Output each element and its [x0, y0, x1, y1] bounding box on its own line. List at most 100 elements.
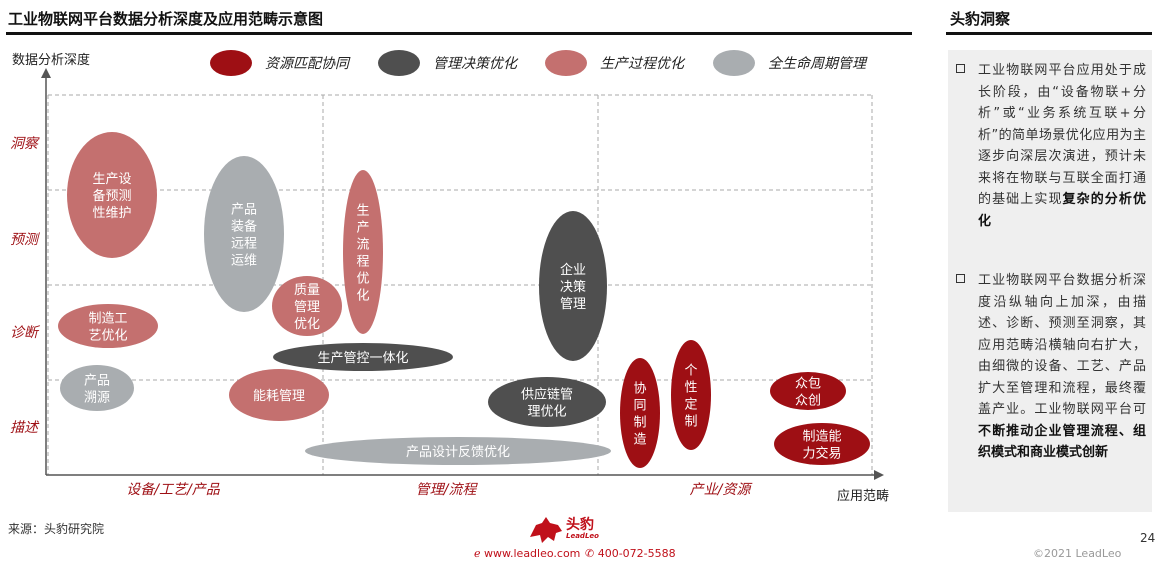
item-label: 生: [356, 204, 369, 219]
item-label: 制造能: [802, 430, 841, 445]
legend-label: 资源匹配协同: [265, 56, 351, 72]
y-axis-label: 数据分析深度: [12, 52, 90, 68]
item-label: 制造工: [88, 312, 127, 327]
checkbox-icon: [956, 274, 965, 283]
item-label: 优: [356, 272, 369, 287]
item-label: 决策: [560, 279, 586, 295]
item-label: 同: [633, 399, 646, 414]
item-bubble: [229, 369, 329, 421]
leopard-logo-icon: [530, 517, 562, 543]
legend-marker: [210, 50, 252, 76]
item-label: 个: [684, 364, 697, 379]
item-bubble: [343, 170, 383, 334]
phone-text: 400-072-5588: [597, 547, 676, 560]
chart-legend: 资源匹配协同 管理决策优化 生产过程优化 全生命周期管理: [210, 50, 868, 76]
phone-icon: ✆: [585, 547, 595, 560]
insight-bullet-1: 工业物联网平台应用处于成长阶段，由“设备物联+分析”或“业务系统互联+分析”的简…: [956, 60, 1146, 232]
side-title-divider: [946, 32, 1152, 35]
chart-item: 生产管控一体化: [273, 343, 453, 371]
item-label: 远程: [231, 237, 257, 252]
item-label: 企业: [560, 262, 586, 278]
item-bubble: [671, 340, 711, 450]
item-label: 制: [684, 415, 697, 430]
item-bubble: [273, 343, 453, 371]
legend-label: 全生命周期管理: [768, 56, 868, 72]
x-axis-label: 应用范畴: [837, 488, 889, 504]
item-bubble: [770, 372, 846, 410]
title-divider: [6, 32, 912, 35]
item-label: 优化: [294, 317, 320, 332]
item-label: 理优化: [527, 405, 566, 420]
item-label: 产: [356, 221, 369, 236]
item-bubble: [60, 365, 134, 411]
item-label: 众创: [795, 394, 821, 409]
item-label: 流: [356, 238, 369, 253]
item-label: 溯源: [84, 390, 110, 406]
item-bubble: [272, 276, 342, 336]
y-tick-label: 描述: [10, 420, 40, 436]
insight-text-1: 工业物联网平台应用处于成长阶段，由“设备物联+分析”或“业务系统互联+分析”的简…: [978, 63, 1146, 207]
legend-label: 生产过程优化: [600, 56, 686, 72]
chart-items: 生产设备预测性维护 产品装备远程运维生产流程优化质量管理优化制造工艺优化产品溯源能…: [58, 132, 870, 468]
side-panel-title: 头豹洞察: [950, 10, 1011, 28]
logo-text: 头豹: [566, 517, 594, 533]
phone-link[interactable]: ✆ 400-072-5588: [585, 547, 676, 560]
item-label: 能耗管理: [253, 389, 305, 404]
item-label: 质量: [294, 283, 320, 298]
item-label: 造: [633, 433, 646, 448]
item-label: 备预测: [92, 188, 131, 204]
item-label: 管理: [560, 297, 586, 312]
chart-grid: [47, 94, 873, 475]
item-label: 性维护: [92, 206, 131, 221]
legend-label: 管理决策优化: [433, 56, 519, 72]
item-label: 供应链管: [521, 387, 573, 403]
y-tick-label: 预测: [10, 232, 40, 248]
x-tick-label: 产业/资源: [690, 482, 754, 498]
globe-icon: ℯ: [474, 547, 481, 560]
item-label: 运维: [231, 254, 257, 269]
item-label: 性: [684, 381, 697, 396]
item-bubble: [488, 377, 606, 427]
item-bubble: [67, 132, 157, 258]
legend-marker: [713, 50, 755, 76]
item-label: 管理: [294, 300, 320, 315]
legend-marker: [545, 50, 587, 76]
item-bubble: [204, 156, 284, 312]
x-tick-label: 管理/流程: [416, 482, 479, 498]
website-link[interactable]: ℯ www.leadleo.com: [474, 547, 580, 560]
legend-marker: [378, 50, 420, 76]
item-label: 程: [356, 255, 369, 270]
item-label: 生产设: [92, 172, 131, 187]
item-label: 艺优化: [88, 329, 127, 344]
insight-bullet-2: 工业物联网平台数据分析深度沿纵轴向上加深，由描述、诊断、预测至洞察，其应用范畴沿…: [956, 270, 1146, 464]
website-text: www.leadleo.com: [484, 547, 581, 560]
copyright-note: ©2021 LeadLeo: [1033, 547, 1122, 560]
item-bubble: [539, 211, 607, 361]
checkbox-icon: [956, 64, 965, 73]
y-tick-label: 洞察: [10, 136, 40, 152]
insight-panel: 工业物联网平台应用处于成长阶段，由“设备物联+分析”或“业务系统互联+分析”的简…: [948, 50, 1152, 512]
insight-bold-1: 复杂的分析优化: [978, 192, 1146, 229]
insight-text-2: 工业物联网平台数据分析深度沿纵轴向上加深，由描述、诊断、预测至洞察，其应用范畴沿…: [978, 273, 1146, 417]
item-bubble: [305, 437, 611, 465]
page-title: 工业物联网平台数据分析深度及应用范畴示意图: [8, 10, 324, 28]
y-tick-label: 诊断: [10, 325, 41, 341]
item-label: 众包: [795, 377, 821, 392]
item-label: 生产管控一体化: [317, 351, 408, 366]
item-label: 装备: [231, 219, 257, 235]
logo-subtext: LeadLeo: [566, 532, 599, 540]
